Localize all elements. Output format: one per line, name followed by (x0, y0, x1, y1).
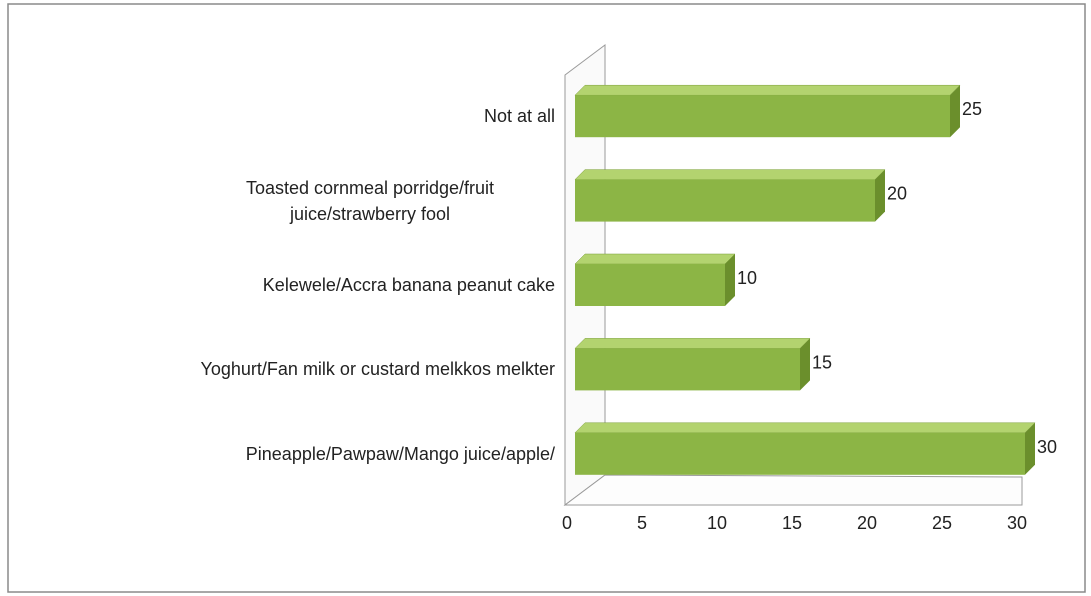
bar-top (574, 84, 961, 96)
x-tick-label: 30 (1007, 513, 1027, 533)
category-label: Not at all (175, 86, 555, 146)
value-label: 25 (962, 99, 982, 119)
x-tick-label: 0 (562, 513, 572, 533)
bar-side (875, 169, 885, 222)
chart-frame (7, 3, 1086, 593)
bar-side (725, 254, 735, 306)
category-label: Toasted cornmeal porridge/fruit juice/st… (175, 171, 555, 231)
category-label: Yoghurt/Fan milk or custard melkkos melk… (175, 339, 555, 399)
category-text: Pineapple/Pawpaw/Mango juice/apple/ (245, 443, 555, 464)
category-text: Yoghurt/Fan milk or custard melkkos melk… (200, 359, 555, 380)
x-tick-label: 25 (932, 513, 952, 533)
bar-top (574, 253, 736, 265)
x-tick-label: 5 (637, 513, 647, 533)
bar (575, 348, 800, 391)
bar-side (950, 85, 960, 138)
bar-top (574, 169, 886, 180)
x-tick-label: 20 (857, 513, 877, 533)
bar-top (574, 422, 1036, 434)
floor (563, 474, 1023, 506)
category-label: Kelewele/Accra banana peanut cake (175, 255, 555, 315)
bar (575, 95, 950, 138)
bar (575, 179, 875, 222)
x-tick-label: 10 (707, 513, 727, 533)
value-label: 30 (1037, 437, 1057, 457)
value-label: 10 (737, 268, 757, 288)
bar-side (1025, 422, 1035, 475)
value-label: 20 (887, 184, 907, 204)
category-text: Not at all (483, 106, 555, 127)
category-text: Kelewele/Accra banana peanut cake (262, 275, 555, 295)
category-label: Pineapple/Pawpaw/Mango juice/apple/ (175, 424, 555, 484)
x-tick-label: 15 (782, 513, 802, 533)
bar (575, 264, 725, 306)
bar-top (574, 338, 811, 349)
bar-side (800, 338, 810, 391)
bar (575, 432, 1025, 475)
category-text: Toasted cornmeal porridge/fruit juice/st… (245, 177, 495, 224)
value-label: 15 (812, 352, 832, 372)
